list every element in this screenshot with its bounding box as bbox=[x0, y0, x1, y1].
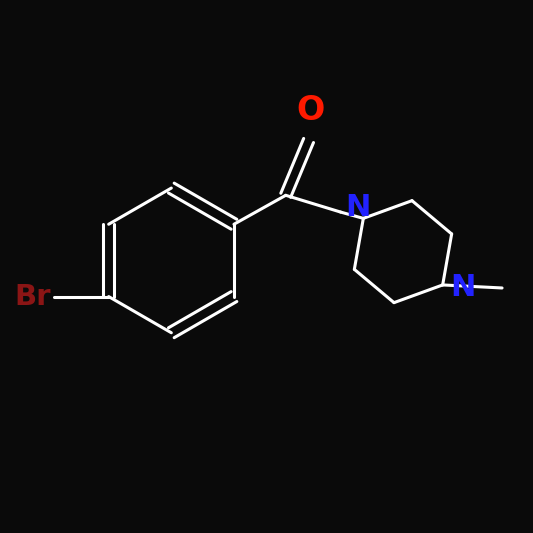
Text: O: O bbox=[296, 94, 324, 127]
Text: N: N bbox=[450, 273, 475, 303]
Text: N: N bbox=[345, 193, 370, 222]
Text: Br: Br bbox=[14, 282, 51, 311]
